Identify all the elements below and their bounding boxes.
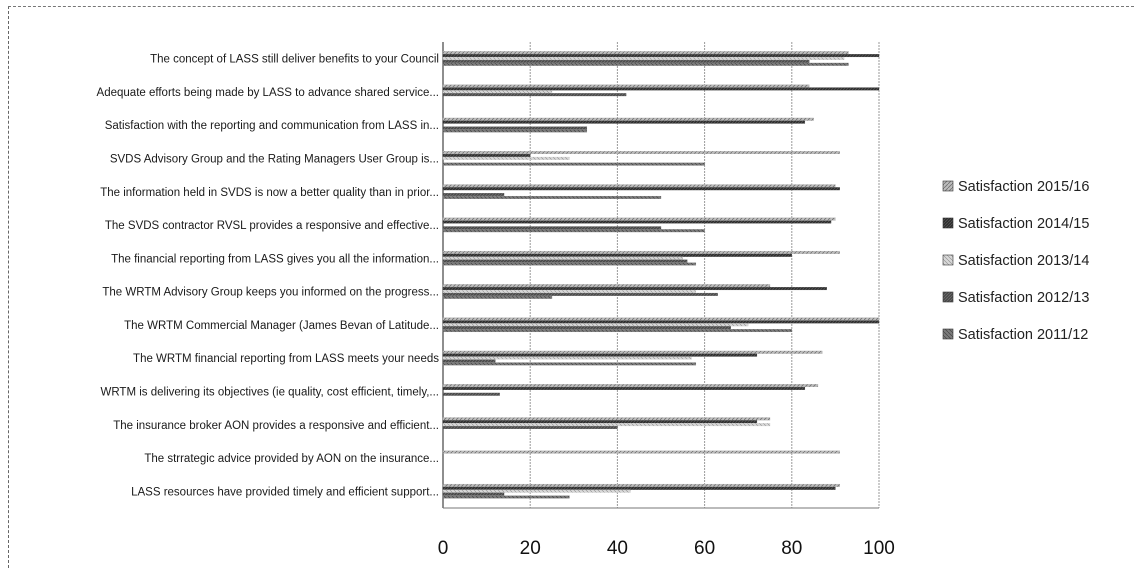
bar — [442, 320, 880, 324]
x-tick-label: 80 — [781, 538, 802, 559]
bar — [442, 129, 588, 133]
legend-swatch — [942, 291, 954, 303]
category-label: The WRTM financial reporting from LASS m… — [133, 353, 439, 365]
legend: Satisfaction 2015/16 Satisfaction 2014/15… — [942, 179, 1089, 343]
category-label: The strrategic advice provided by AON on… — [144, 453, 439, 465]
bar — [442, 156, 570, 160]
legend-swatch — [942, 328, 954, 340]
bar — [442, 256, 683, 260]
legend-label: Satisfaction 2011/12 — [958, 327, 1088, 343]
category-label: WRTM is delivering its objectives (ie qu… — [100, 387, 439, 399]
bar — [442, 262, 697, 266]
bar — [442, 57, 845, 60]
bar — [442, 220, 832, 224]
bar — [442, 259, 688, 263]
bar — [442, 450, 840, 454]
category-label: The SVDS contractor RVSL provides a resp… — [105, 220, 439, 232]
bar — [442, 217, 836, 221]
bar — [442, 51, 849, 55]
bar — [442, 253, 792, 257]
bar — [442, 151, 840, 154]
x-axis-tick-labels: 0 20 40 60 80 100 — [438, 538, 895, 559]
chart-frame — [8, 6, 1134, 568]
bar — [442, 84, 810, 88]
bar — [442, 423, 771, 427]
bar — [442, 329, 792, 333]
bar — [442, 162, 705, 166]
gridlines — [442, 42, 880, 509]
category-labels: The concept of LASS still deliver benefi… — [97, 54, 440, 499]
bar — [442, 323, 749, 327]
category-label: The insurance broker AON provides a resp… — [113, 420, 439, 432]
x-tick-label: 40 — [607, 538, 628, 559]
bar — [442, 350, 823, 354]
legend-label: Satisfaction 2012/13 — [958, 290, 1089, 306]
bar — [442, 184, 836, 188]
bar — [442, 417, 771, 421]
bar — [442, 59, 810, 63]
legend-swatch — [942, 217, 954, 229]
legend-swatch — [942, 254, 954, 266]
legend-swatch — [942, 180, 954, 192]
bar — [442, 326, 731, 330]
bar — [442, 193, 505, 196]
bar — [442, 284, 771, 288]
category-label: The WRTM Advisory Group keeps you inform… — [102, 287, 439, 299]
bar — [442, 486, 836, 490]
bar — [442, 492, 505, 496]
legend-label: Satisfaction 2015/16 — [958, 179, 1089, 195]
bar — [442, 384, 819, 387]
bars — [442, 51, 880, 499]
legend-label: Satisfaction 2013/14 — [958, 253, 1089, 269]
bar — [442, 90, 553, 94]
bar — [442, 62, 849, 66]
bar — [442, 495, 570, 499]
bar — [442, 153, 531, 157]
bar — [442, 362, 697, 366]
bar — [442, 356, 692, 360]
category-label: Satisfaction with the reporting and comm… — [105, 120, 439, 132]
x-tick-label: 100 — [863, 538, 895, 559]
bar — [442, 126, 588, 130]
x-tick-label: 20 — [520, 538, 541, 559]
bar — [442, 359, 496, 363]
bar — [442, 426, 618, 429]
category-label: The concept of LASS still deliver benefi… — [150, 54, 439, 66]
bar — [442, 392, 500, 396]
bar — [442, 489, 631, 493]
bar — [442, 290, 697, 293]
bar — [442, 292, 718, 296]
category-label: The WRTM Commercial Manager (James Bevan… — [124, 320, 439, 332]
bar — [442, 317, 880, 321]
category-label: LASS resources have provided timely and … — [131, 486, 439, 498]
bar — [442, 187, 840, 191]
bar — [442, 120, 806, 124]
bar — [442, 226, 662, 230]
bar — [442, 420, 758, 424]
bar — [442, 87, 880, 91]
bar — [442, 250, 840, 254]
bar — [442, 54, 880, 58]
bar — [442, 229, 705, 233]
bar — [442, 295, 553, 299]
category-label: The financial reporting from LASS gives … — [111, 253, 439, 265]
x-tick-label: 60 — [694, 538, 715, 559]
legend-label: Satisfaction 2014/15 — [958, 216, 1089, 232]
bar — [442, 353, 758, 357]
category-label: SVDS Advisory Group and the Rating Manag… — [110, 154, 439, 166]
x-tick-label: 0 — [438, 538, 449, 559]
bar — [442, 195, 662, 199]
bar — [442, 287, 827, 291]
category-label: Adequate efforts being made by LASS to a… — [97, 87, 439, 99]
bar — [442, 93, 627, 97]
bar — [442, 386, 806, 390]
category-label: The information held in SVDS is now a be… — [100, 187, 439, 199]
bar — [442, 117, 814, 121]
bar — [442, 483, 840, 487]
